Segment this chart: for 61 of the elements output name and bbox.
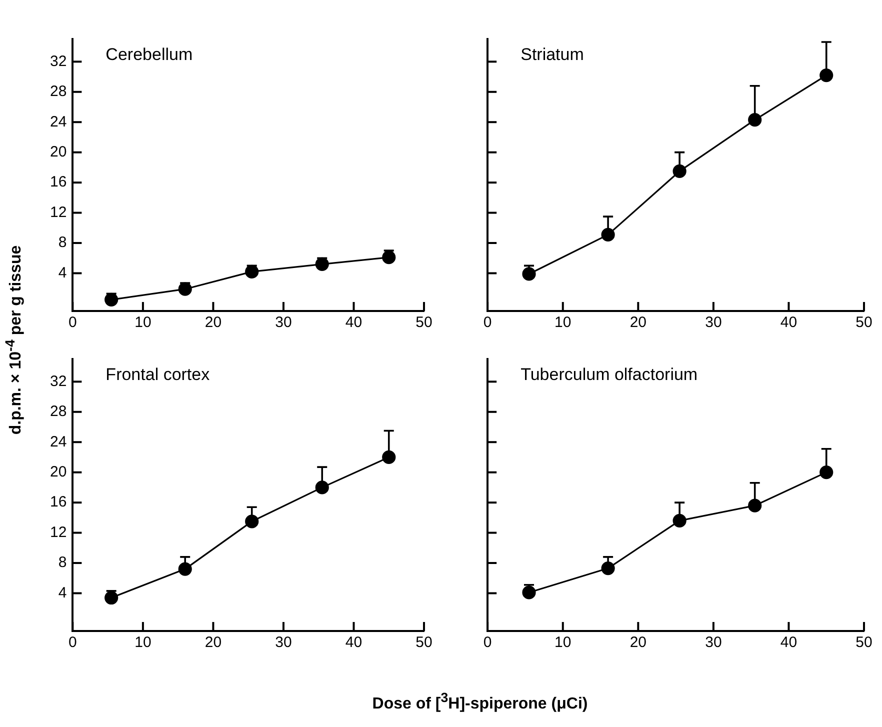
x-tick-label: 10 [554,314,572,332]
point [601,561,615,576]
y-tick-label: 4 [58,584,67,602]
x-tick-label: 40 [780,314,798,332]
point [245,514,259,528]
x-tick-label: 40 [345,634,362,652]
y-tick-label: 24 [50,113,67,130]
x-tick-label: 10 [554,634,572,652]
x-tick-label: 20 [630,314,647,332]
point [178,282,192,296]
y-tick-label: 32 [50,372,67,390]
x-tick-label: 50 [856,634,872,652]
x-tick-label: 10 [134,314,152,332]
y-tick-label: 28 [50,83,67,100]
x-tick-label: 30 [705,314,722,332]
point [672,164,686,178]
chart-title: Tuberculum olfactorium [520,365,698,384]
y-tick-label: 28 [50,403,67,420]
point [315,257,329,271]
x-tick-label: 10 [134,634,152,652]
x-tick-label: 50 [416,314,432,332]
point [672,514,686,528]
point [382,450,396,464]
y-tick-label: 20 [50,463,67,480]
point [820,466,834,480]
y-tick-label: 4 [58,264,67,282]
x-tick-label: 40 [780,634,798,652]
y-tick-label: 12 [50,524,67,541]
x-tick-label: 50 [856,314,872,332]
chart-title: Cerebellum [106,45,193,64]
x-tick-label: 0 [68,314,77,332]
x-tick-label: 40 [345,314,362,332]
point [178,562,192,576]
x-tick-label: 20 [630,634,647,652]
y-tick-label: 20 [50,143,67,160]
y-tick-label: 32 [50,52,67,70]
point [315,480,329,494]
x-tick-label: 30 [275,314,292,332]
y-tick-label: 24 [50,433,67,450]
point [601,228,615,242]
x-tick-label: 30 [275,634,292,652]
point [748,113,762,127]
x-tick-label: 20 [204,634,222,652]
point [748,498,762,512]
point [820,68,834,82]
x-tick-label: 0 [483,634,492,652]
x-axis-title: Dose of [$^{3}$H]-spiperone (μCi) [372,690,588,714]
chart-title: Striatum [520,45,584,64]
y-tick-label: 12 [50,204,67,221]
y-tick-label: 8 [58,234,67,252]
x-tick-label: 0 [483,314,492,332]
x-tick-label: 50 [416,634,432,652]
y-tick-label: 16 [50,174,67,191]
y-tick-label: 8 [58,554,67,572]
x-tick-label: 20 [204,314,222,332]
x-tick-label: 0 [68,634,77,652]
x-tick-label: 30 [705,634,722,652]
point [245,264,259,279]
y-tick-label: 16 [50,494,67,511]
point [522,267,536,281]
chart-title: Frontal cortex [106,365,210,384]
